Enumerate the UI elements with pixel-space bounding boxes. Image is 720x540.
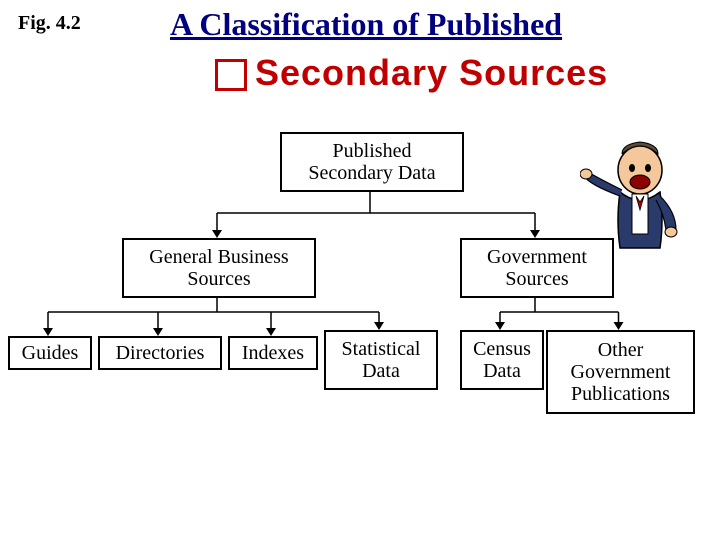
node-idx: Indexes [228,336,318,370]
title-square-icon [215,59,247,91]
title-line-1: A Classification of Published [170,6,562,43]
node-gov: GovernmentSources [460,238,614,298]
node-gbs: General BusinessSources [122,238,316,298]
node-root: PublishedSecondary Data [280,132,464,192]
node-other: OtherGovernmentPublications [546,330,695,414]
person-clipart [580,130,700,250]
figure-label: Fig. 4.2 [18,12,81,35]
title-line-2: Secondary Sources [215,52,608,94]
node-dirs: Directories [98,336,222,370]
node-census: CensusData [460,330,544,390]
node-guides: Guides [8,336,92,370]
title-line-2-text: Secondary Sources [255,52,608,93]
node-stat: StatisticalData [324,330,438,390]
